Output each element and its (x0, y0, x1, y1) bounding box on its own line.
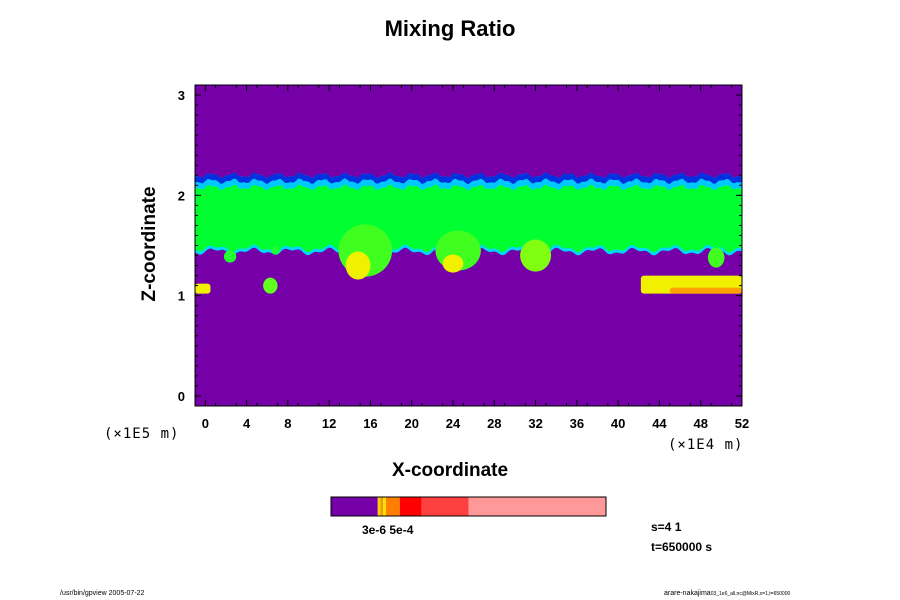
x-tick-label-40: 40 (611, 416, 625, 431)
x-tick-label-20: 20 (405, 416, 419, 431)
colorbar-segment-4 (386, 497, 400, 516)
x-axis-unit: (×1E4 m) (668, 437, 744, 453)
plume-5 (707, 247, 725, 268)
plume-7 (223, 250, 237, 263)
x-tick-label-32: 32 (528, 416, 542, 431)
x-axis-label: X-coordinate (391, 460, 509, 481)
x-tick-label-52: 52 (735, 416, 749, 431)
layer-core (195, 184, 742, 253)
colorbar-segment-7 (468, 497, 606, 516)
plume-3 (442, 254, 464, 273)
plume-4 (520, 239, 552, 272)
info-s: s=4 1 (651, 520, 682, 534)
y-tick-label-1: 1 (178, 289, 185, 304)
plume-6 (263, 277, 278, 294)
x-tick-label-0: 0 (202, 416, 209, 431)
x-tick-label-4: 4 (243, 416, 251, 431)
info-t: t=650000 s (651, 540, 713, 554)
y-axis-label: Z-coordinate (139, 186, 160, 302)
colorbar-segment-6 (421, 497, 469, 516)
colorbar-segment-1 (377, 497, 381, 516)
colorbar-frame (330, 496, 607, 517)
footer-right: arare-nakajima03_1e6_all.nc@MixR,x=1,t=6… (664, 590, 790, 597)
x-tick-label-28: 28 (487, 416, 501, 431)
plume-8 (271, 246, 280, 255)
chart-title: Mixing Ratio (384, 16, 516, 41)
y-axis-unit: (×1E5 m) (104, 426, 180, 442)
plume-1 (345, 251, 371, 280)
x-tick-label-48: 48 (693, 416, 707, 431)
low-patch-2 (669, 287, 742, 294)
colorbar-segment-2 (380, 497, 384, 516)
x-tick-label-16: 16 (363, 416, 377, 431)
x-tick-label-36: 36 (570, 416, 584, 431)
colorbar-segment-5 (399, 497, 422, 516)
y-tick-label-0: 0 (178, 389, 185, 404)
colorbar-segment-3 (383, 497, 386, 516)
y-tick-label-2: 2 (178, 188, 185, 203)
colorbar-segment-0 (331, 497, 378, 516)
colorbar-label: 3e-6 5e-4 (362, 523, 414, 537)
footer-right-sub: 03_1e6_all.nc@MixR,x=1,t=650000 (710, 591, 791, 597)
low-patch-0 (195, 283, 211, 294)
x-tick-label-12: 12 (322, 416, 336, 431)
plot-area (195, 85, 742, 406)
x-tick-label-44: 44 (652, 416, 667, 431)
x-tick-label-8: 8 (284, 416, 291, 431)
footer-right-main: arare-nakajima (664, 590, 711, 597)
layer-top-band (195, 178, 742, 191)
layer-top-edge (195, 172, 742, 185)
x-tick-label-24: 24 (446, 416, 461, 431)
y-tick-label-3: 3 (178, 88, 185, 103)
footer-left: /usr/bin/gpview 2005-07-22 (60, 590, 145, 597)
colorbar (330, 496, 607, 517)
